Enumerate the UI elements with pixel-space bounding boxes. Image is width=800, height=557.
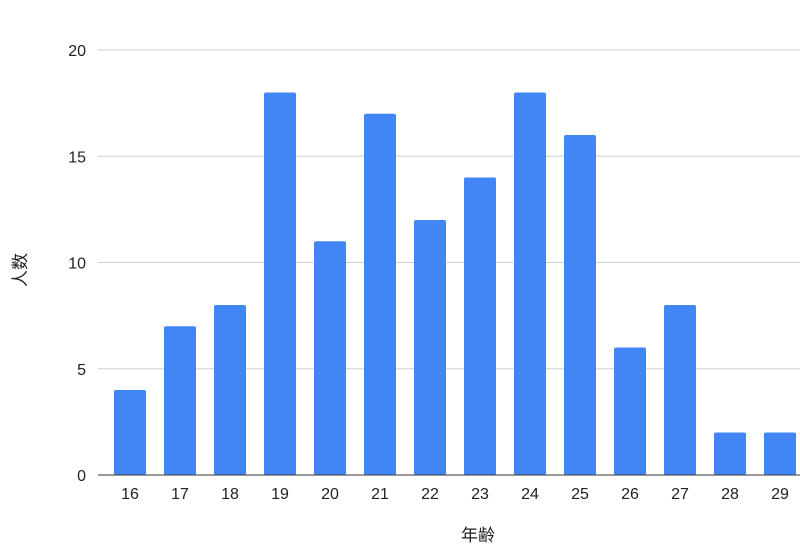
x-axis-tick-labels: 16 17 18 19 20 21 22 23 24 25 26 27 28 29: [121, 486, 789, 503]
x-tick-label: 29: [771, 486, 789, 503]
bars: [114, 92, 796, 475]
y-tick-label: 20: [68, 43, 86, 60]
x-tick-label: 26: [621, 486, 639, 503]
bar: [764, 432, 796, 475]
y-axis-tick-labels: 0 5 10 15 20: [68, 43, 86, 485]
y-tick-label: 0: [77, 468, 86, 485]
x-tick-label: 18: [221, 486, 239, 503]
y-axis-title: 人数: [11, 253, 30, 287]
x-tick-label: 16: [121, 486, 139, 503]
y-tick-label: 15: [68, 149, 86, 166]
x-tick-label: 24: [521, 486, 539, 503]
bar: [164, 326, 196, 475]
y-tick-label: 10: [68, 256, 86, 273]
bar: [564, 135, 596, 475]
x-axis-title: 年齢: [461, 526, 495, 545]
x-tick-label: 28: [721, 486, 739, 503]
bar: [214, 305, 246, 475]
bar: [114, 390, 146, 475]
x-tick-label: 23: [471, 486, 489, 503]
bar: [314, 241, 346, 475]
bar: [264, 92, 296, 475]
bar: [664, 305, 696, 475]
x-tick-label: 20: [321, 486, 339, 503]
bar: [414, 220, 446, 475]
x-tick-label: 27: [671, 486, 689, 503]
bar: [514, 92, 546, 475]
bar: [714, 432, 746, 475]
x-tick-label: 22: [421, 486, 439, 503]
y-tick-label: 5: [77, 362, 86, 379]
x-tick-label: 17: [171, 486, 189, 503]
bar: [464, 177, 496, 475]
x-tick-label: 25: [571, 486, 589, 503]
bar: [614, 347, 646, 475]
bar: [364, 113, 396, 475]
x-tick-label: 19: [271, 486, 289, 503]
x-tick-label: 21: [371, 486, 389, 503]
